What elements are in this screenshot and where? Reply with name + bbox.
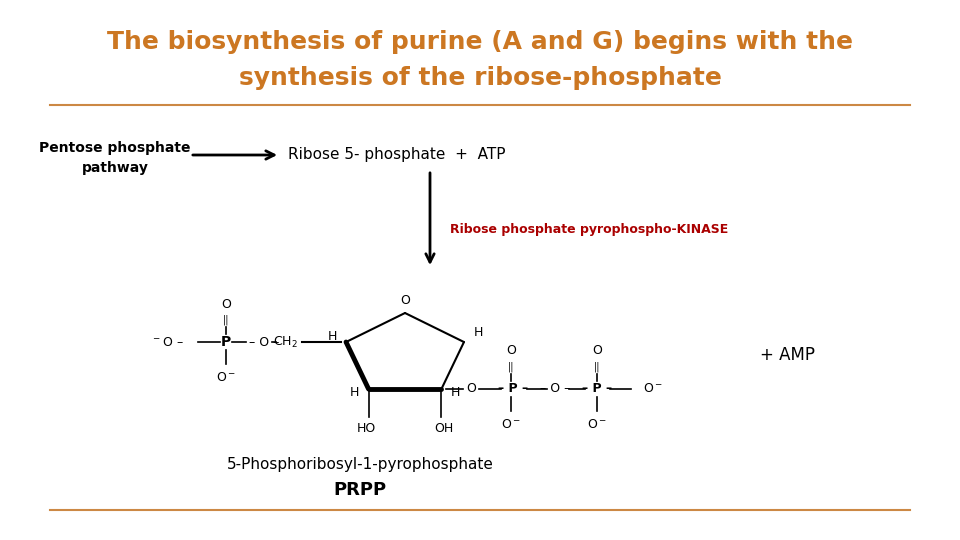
Text: H: H: [349, 387, 359, 400]
Text: P: P: [221, 335, 231, 349]
Text: 5-Phosphoribosyl-1-pyrophosphate: 5-Phosphoribosyl-1-pyrophosphate: [227, 457, 493, 472]
Text: O: O: [221, 298, 231, 310]
Text: pathway: pathway: [82, 161, 149, 175]
Text: ||: ||: [594, 362, 601, 372]
Text: Pentose phosphate: Pentose phosphate: [39, 141, 191, 155]
Text: HO: HO: [357, 422, 376, 435]
Text: O: O: [467, 382, 476, 395]
Text: O: O: [507, 345, 516, 357]
Text: synthesis of the ribose-phosphate: synthesis of the ribose-phosphate: [239, 66, 721, 90]
Text: O: O: [400, 294, 410, 307]
Text: + AMP: + AMP: [760, 346, 815, 364]
Text: H: H: [327, 329, 337, 342]
Text: H: H: [451, 387, 460, 400]
Text: O$^-$: O$^-$: [501, 418, 521, 431]
Text: The biosynthesis of purine (A and G) begins with the: The biosynthesis of purine (A and G) beg…: [107, 30, 853, 54]
Text: ||: ||: [508, 362, 515, 372]
Text: O: O: [592, 345, 602, 357]
Text: $^-$O –: $^-$O –: [152, 335, 184, 348]
Text: O$^-$: O$^-$: [643, 382, 663, 395]
Text: O$^-$: O$^-$: [588, 418, 608, 431]
Text: Ribose 5- phosphate  +  ATP: Ribose 5- phosphate + ATP: [288, 147, 506, 163]
Text: – O –: – O –: [249, 335, 279, 348]
Text: O$^-$: O$^-$: [216, 370, 236, 383]
Text: – P –: – P –: [583, 382, 612, 395]
Text: CH$_2$: CH$_2$: [274, 334, 298, 349]
Text: Ribose phosphate pyrophospho-KINASE: Ribose phosphate pyrophospho-KINASE: [450, 224, 729, 237]
Text: H: H: [473, 326, 483, 339]
Text: PRPP: PRPP: [333, 481, 387, 499]
Text: – P –: – P –: [498, 382, 529, 395]
Text: ||: ||: [223, 315, 229, 325]
Text: OH: OH: [434, 422, 453, 435]
Text: – O –: – O –: [540, 382, 570, 395]
